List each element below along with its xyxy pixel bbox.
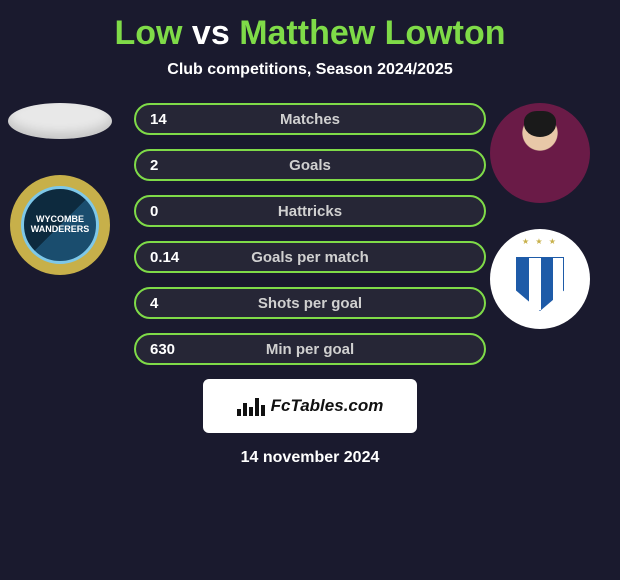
bar-chart-icon xyxy=(237,396,265,416)
stat-value-p1: 0.14 xyxy=(150,249,179,266)
subtitle: Club competitions, Season 2024/2025 xyxy=(0,61,620,79)
player2-club-badge xyxy=(490,229,590,329)
stat-value-p1: 0 xyxy=(150,203,158,220)
stat-label: Goals xyxy=(136,157,484,174)
player1-column: WYCOMBE WANDERERS xyxy=(8,103,112,275)
stat-row: 0.14 Goals per match xyxy=(134,241,486,273)
stat-value-p1: 2 xyxy=(150,157,158,174)
shield-icon xyxy=(516,257,564,311)
stat-row: 630 Min per goal xyxy=(134,333,486,365)
stat-row: 2 Goals xyxy=(134,149,486,181)
player1-name: Low xyxy=(114,14,182,52)
player1-club-name: WYCOMBE WANDERERS xyxy=(21,186,99,264)
stat-value-p1: 4 xyxy=(150,295,158,312)
stat-label: Min per goal xyxy=(136,341,484,358)
stat-row: 0 Hattricks xyxy=(134,195,486,227)
comparison-title: Low vs Matthew Lowton xyxy=(0,0,620,53)
stat-label: Goals per match xyxy=(136,249,484,266)
player1-silhouette xyxy=(8,103,112,139)
date: 14 november 2024 xyxy=(0,449,620,467)
attribution-text: FcTables.com xyxy=(271,396,384,416)
stat-label: Shots per goal xyxy=(136,295,484,312)
vs-text: vs xyxy=(192,14,230,52)
stat-label: Hattricks xyxy=(136,203,484,220)
player1-club-badge: WYCOMBE WANDERERS xyxy=(10,175,110,275)
stat-row: 4 Shots per goal xyxy=(134,287,486,319)
stat-label: Matches xyxy=(136,111,484,128)
stat-list: 14 Matches 2 Goals 0 Hattricks 0.14 Goal… xyxy=(134,103,486,365)
stat-value-p1: 14 xyxy=(150,111,167,128)
stat-row: 14 Matches xyxy=(134,103,486,135)
attribution-badge: FcTables.com xyxy=(203,379,417,433)
player2-photo xyxy=(490,103,590,203)
player2-name: Matthew Lowton xyxy=(239,14,505,52)
player2-column xyxy=(490,103,590,329)
stat-value-p1: 630 xyxy=(150,341,175,358)
